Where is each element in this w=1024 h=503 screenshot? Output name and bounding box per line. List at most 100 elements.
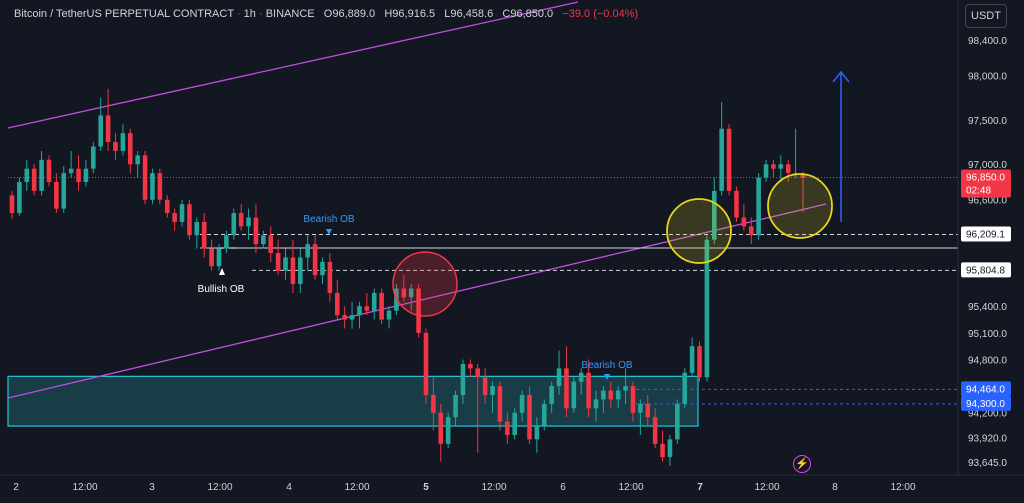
bearish-ob-label-2: Bearish OB [581,360,632,371]
y-tick-label: 95,100.0 [968,329,1007,340]
candle-body [364,306,370,311]
x-tick-label: 2 [13,482,19,493]
candle-body [630,386,636,413]
ohlc-low: L96,458.6 [444,8,494,20]
x-tick-label: 5 [423,482,429,493]
candle-body [704,239,710,378]
candle-body [39,159,44,191]
exchange: BINANCE [265,8,315,20]
candle-body [726,128,732,191]
y-tick-label: 94,200.0 [968,409,1007,420]
candle-body [349,315,355,320]
candle-body [91,146,96,169]
highlight-circle-yellow-2 [767,173,833,239]
y-tick-label: 96,600.0 [968,196,1007,207]
interval[interactable]: 1h [243,8,256,20]
ohlc-high: H96,916.5 [384,8,436,20]
candle-body [246,217,251,227]
y-tick-label: 97,000.0 [968,160,1007,171]
x-tick-label: 6 [560,482,566,493]
currency-button[interactable]: USDT [965,4,1007,28]
candle-body [253,217,259,245]
candle-body [379,292,384,320]
candle-body [748,226,754,236]
candle-body [756,177,761,236]
candle-body [120,133,126,151]
y-tick-label: 93,920.0 [968,434,1007,445]
candle-body [164,199,170,214]
candle-body [261,235,266,245]
candle-body [24,168,30,182]
candle-body [460,363,466,395]
candle-body [431,394,436,413]
candle-body [505,421,510,435]
price-badge-94300: 94,300.0 [966,399,1005,410]
candle-body [482,377,488,395]
ohlc-close: C96,850.0 [502,8,554,20]
candle-body [157,173,163,200]
bearish-ob-label-1: Bearish OB [303,214,354,225]
candle-body [342,315,347,320]
candle-body [771,164,776,169]
candle-body [312,244,318,276]
candle-body [31,168,37,191]
ohlc-change: −39.0 (−0.04%) [562,8,639,20]
time-axis-bg [0,475,1024,503]
price-badge-94464: 94,464.0 [966,384,1005,395]
candle-body [608,390,614,400]
candle-body [401,288,407,298]
candle-body [719,128,724,191]
candle-body [76,168,81,182]
candle-body [534,426,540,440]
candle-body [734,190,739,218]
x-tick-label: 4 [286,482,292,493]
candle-body [142,155,148,200]
candle-body [800,174,806,178]
candle-body [785,164,791,174]
symbol-title[interactable]: Bitcoin / TetherUS PERPETUAL CONTRACT [14,8,234,20]
candle-body [408,288,414,298]
candle-body [150,173,155,200]
candle-body [416,288,421,333]
candle-body [224,235,229,249]
symbol-header: Bitcoin / TetherUS PERPETUAL CONTRACT · … [14,8,639,20]
candle-body [556,368,562,387]
candle-body [763,164,769,178]
lightning-icon[interactable]: ⚡ [793,455,811,473]
candle-body [238,213,244,227]
ohlc-open: O96,889.0 [323,8,376,20]
candle-body [438,412,444,444]
candle-body [638,403,643,413]
candle-body [652,417,658,444]
y-tick-label: 98,000.0 [968,71,1007,82]
candle-body [571,381,577,409]
target-arrow-head [832,70,850,83]
candle-body [741,217,747,227]
candle-body [512,412,517,435]
candle-body [357,306,362,316]
candle-body [179,204,185,222]
candle-body [9,195,15,214]
candle-body [660,443,665,458]
x-tick-label: 7 [697,482,703,493]
bullish-ob-marker [219,268,225,275]
candle-body [593,399,599,409]
candle-body [586,372,591,409]
candle-body [468,363,473,369]
candle-body [519,394,525,413]
channel-upper-line [7,1,579,129]
candle-body [54,181,59,209]
candle-body [135,155,140,165]
last-price-badge: 96,850.0 [966,173,1005,184]
countdown-label: 02:48 [966,186,991,197]
candle-body [778,164,784,169]
candle-body [541,403,547,427]
candle-body [231,213,237,236]
candle-body [17,181,22,214]
price-badge-95805-bg [961,262,1011,278]
highlight-circle-red [392,251,458,317]
bearish-ob-marker-1 [326,229,332,235]
demand-zone [7,375,699,427]
